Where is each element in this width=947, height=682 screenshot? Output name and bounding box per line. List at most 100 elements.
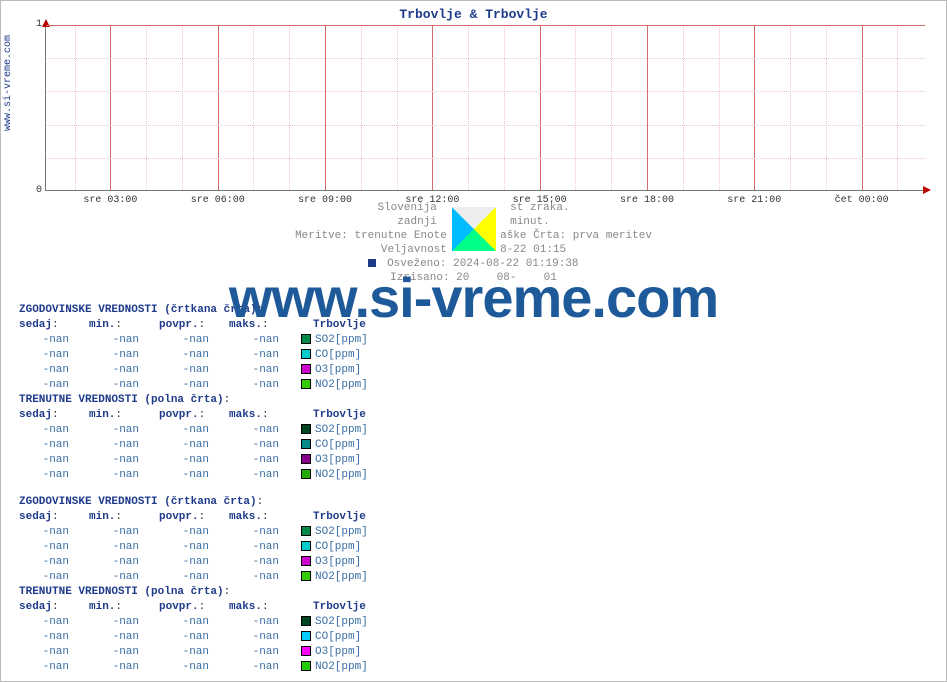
column-header: min.: bbox=[89, 408, 159, 423]
value-cell: -nan bbox=[19, 630, 89, 645]
value-cell: -nan bbox=[89, 660, 159, 675]
series-color-swatch-icon bbox=[301, 631, 311, 641]
value-cell: -nan bbox=[229, 540, 299, 555]
hgrid-minor bbox=[46, 91, 925, 92]
colon: : bbox=[224, 394, 231, 406]
table-row: -nan-nan-nan-nanCO[ppm] bbox=[19, 630, 383, 645]
series-color-swatch-icon bbox=[301, 661, 311, 671]
table-row: -nan-nan-nan-nanO3[ppm] bbox=[19, 645, 383, 660]
vgrid-major bbox=[754, 25, 755, 190]
data-tables-container: ZGODOVINSKE VREDNOSTI (črtkana črta): sed… bbox=[19, 303, 383, 675]
parameter-name: SO2[ppm] bbox=[313, 525, 383, 540]
series-color-swatch-icon bbox=[301, 571, 311, 581]
location-header: Trbovlje bbox=[313, 408, 383, 423]
value-cell: -nan bbox=[159, 333, 229, 348]
series-color-swatch-icon bbox=[301, 334, 311, 344]
vgrid-major bbox=[218, 25, 219, 190]
vgrid-major bbox=[110, 25, 111, 190]
parameter-name: CO[ppm] bbox=[313, 630, 383, 645]
value-cell: -nan bbox=[229, 363, 299, 378]
value-cell: -nan bbox=[159, 615, 229, 630]
value-cell: -nan bbox=[229, 378, 299, 393]
value-cell: -nan bbox=[229, 570, 299, 585]
value-cell: -nan bbox=[89, 630, 159, 645]
vgrid-major bbox=[432, 25, 433, 190]
location-header: Trbovlje bbox=[313, 600, 383, 615]
hgrid-minor bbox=[46, 125, 925, 126]
parameter-name: O3[ppm] bbox=[313, 453, 383, 468]
value-cell: -nan bbox=[19, 348, 89, 363]
vgrid-minor bbox=[683, 25, 684, 190]
column-header: maks.: bbox=[229, 600, 299, 615]
table-row: -nan-nan-nan-nanCO[ppm] bbox=[19, 348, 383, 363]
value-cell: -nan bbox=[229, 615, 299, 630]
meta-line4a: Veljavnost bbox=[381, 244, 447, 256]
value-cell: -nan bbox=[19, 525, 89, 540]
meta-line2a: zadnji bbox=[397, 216, 437, 228]
parameter-name: NO2[ppm] bbox=[313, 468, 383, 483]
table-row: -nan-nan-nan-nanCO[ppm] bbox=[19, 540, 383, 555]
parameter-name: O3[ppm] bbox=[313, 645, 383, 660]
value-cell: -nan bbox=[89, 540, 159, 555]
value-cell: -nan bbox=[89, 570, 159, 585]
section-title: ZGODOVINSKE VREDNOSTI (črtkana črta) bbox=[19, 496, 257, 508]
y-tick-label: 0 bbox=[28, 185, 42, 196]
center-color-square-icon bbox=[452, 207, 496, 251]
meta-line2b: minut. bbox=[510, 216, 550, 228]
value-cell: -nan bbox=[19, 555, 89, 570]
value-cell: -nan bbox=[19, 333, 89, 348]
hgrid-minor bbox=[46, 158, 925, 159]
table-row: -nan-nan-nan-nanSO2[ppm] bbox=[19, 615, 383, 630]
parameter-name: SO2[ppm] bbox=[313, 423, 383, 438]
site-source-label: www.si-vreme.com bbox=[3, 35, 14, 131]
value-cell: -nan bbox=[159, 540, 229, 555]
column-header: povpr.: bbox=[159, 600, 229, 615]
value-cell: -nan bbox=[89, 333, 159, 348]
value-cell: -nan bbox=[229, 438, 299, 453]
vgrid-minor bbox=[397, 25, 398, 190]
series-color-swatch-icon bbox=[301, 379, 311, 389]
column-header: sedaj: bbox=[19, 408, 89, 423]
value-cell: -nan bbox=[89, 525, 159, 540]
values-table: sedaj:min.:povpr.:maks.:Trbovlje-nan-nan… bbox=[19, 510, 383, 585]
value-cell: -nan bbox=[159, 555, 229, 570]
table-row: -nan-nan-nan-nanNO2[ppm] bbox=[19, 660, 383, 675]
value-cell: -nan bbox=[159, 645, 229, 660]
vgrid-minor bbox=[611, 25, 612, 190]
value-cell: -nan bbox=[19, 438, 89, 453]
value-cell: -nan bbox=[229, 525, 299, 540]
vgrid-major bbox=[647, 25, 648, 190]
vgrid-minor bbox=[289, 25, 290, 190]
value-cell: -nan bbox=[229, 453, 299, 468]
value-cell: -nan bbox=[89, 423, 159, 438]
value-cell: -nan bbox=[19, 468, 89, 483]
location-header: Trbovlje bbox=[313, 510, 383, 525]
series-color-swatch-icon bbox=[301, 616, 311, 626]
meta-line3: Meritve: trenutne Enote bbox=[295, 230, 447, 242]
values-table: sedaj:min.:povpr.:maks.:Trbovlje-nan-nan… bbox=[19, 600, 383, 675]
value-cell: -nan bbox=[19, 570, 89, 585]
value-cell: -nan bbox=[89, 348, 159, 363]
value-cell: -nan bbox=[159, 438, 229, 453]
table-row: -nan-nan-nan-nanSO2[ppm] bbox=[19, 525, 383, 540]
meta-line4b: 8-22 01:15 bbox=[500, 244, 566, 256]
parameter-name: O3[ppm] bbox=[313, 363, 383, 378]
value-cell: -nan bbox=[159, 423, 229, 438]
table-row: -nan-nan-nan-nanO3[ppm] bbox=[19, 363, 383, 378]
value-cell: -nan bbox=[229, 468, 299, 483]
section-title: TRENUTNE VREDNOSTI (polna črta) bbox=[19, 394, 224, 406]
value-cell: -nan bbox=[229, 555, 299, 570]
value-cell: -nan bbox=[19, 363, 89, 378]
value-cell: -nan bbox=[229, 423, 299, 438]
value-cell: -nan bbox=[229, 660, 299, 675]
value-cell: -nan bbox=[19, 378, 89, 393]
hgrid-major bbox=[46, 25, 925, 26]
value-cell: -nan bbox=[159, 570, 229, 585]
value-cell: -nan bbox=[19, 453, 89, 468]
table-row: -nan-nan-nan-nanCO[ppm] bbox=[19, 438, 383, 453]
column-header: min.: bbox=[89, 510, 159, 525]
value-cell: -nan bbox=[89, 378, 159, 393]
parameter-name: CO[ppm] bbox=[313, 438, 383, 453]
value-cell: -nan bbox=[89, 453, 159, 468]
value-cell: -nan bbox=[159, 378, 229, 393]
